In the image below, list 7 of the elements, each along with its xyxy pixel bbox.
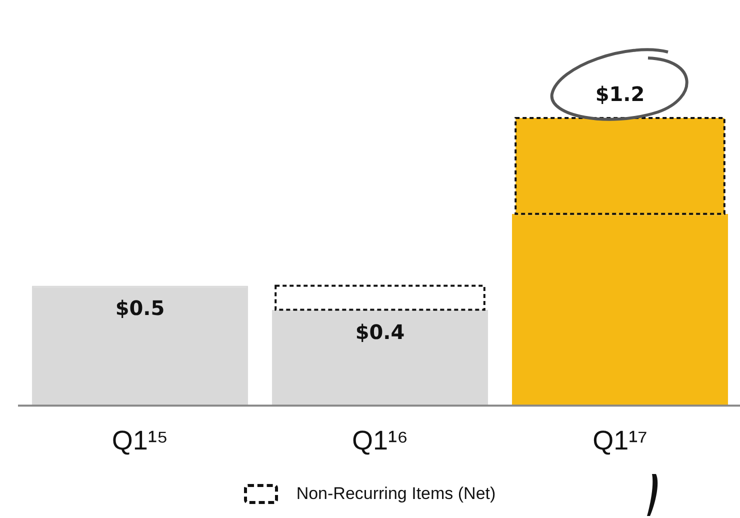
data-label: $0.4 (355, 320, 405, 344)
x-tick-label: Q1¹⁶ (352, 425, 408, 456)
total-label: $1.2 (595, 82, 645, 106)
x-tick-label: Q1¹⁵ (112, 425, 168, 456)
text: Non-Recurring Items (Net) (296, 484, 496, 504)
x-tick-label: Q1¹⁷ (592, 425, 648, 456)
data-label: $0.5 (115, 296, 165, 320)
